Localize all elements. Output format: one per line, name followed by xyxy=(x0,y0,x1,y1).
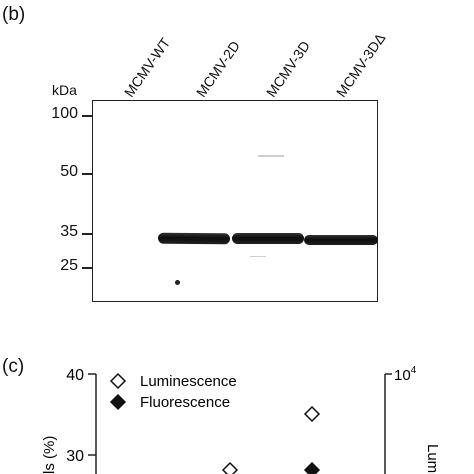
legend-fluorescence-label: Fluorescence xyxy=(140,394,230,411)
marker-100: 100 xyxy=(51,105,78,122)
blot-speck xyxy=(175,280,180,285)
luminescence-point xyxy=(303,405,321,423)
faint-band-artifact xyxy=(258,155,284,157)
right-tick-base: 10 xyxy=(394,367,411,384)
marker-tick-35 xyxy=(82,233,94,235)
western-blot-membrane xyxy=(92,100,378,302)
band-mcmv-2d xyxy=(157,232,231,245)
marker-tick-100 xyxy=(82,115,94,117)
lane-label-3ddelta: MCMV-3DΔ xyxy=(332,30,389,100)
band-mcmv-3d xyxy=(232,233,304,244)
panel-b-label: (b) xyxy=(2,4,26,25)
fluorescence-point xyxy=(303,461,321,474)
lane-label-wt: MCMV-WT xyxy=(120,34,174,101)
legend-luminescence-label: Luminescence xyxy=(140,373,237,390)
faint-band-artifact-2 xyxy=(250,256,266,257)
marker-tick-25 xyxy=(82,267,94,269)
marker-50: 50 xyxy=(60,163,78,180)
left-tick-label-40: 40 xyxy=(66,367,84,384)
lane-label-3d: MCMV-3D xyxy=(262,37,314,100)
marker-35: 35 xyxy=(60,223,78,240)
right-tick-exponent: 4 xyxy=(411,365,417,376)
lane-label-2d: MCMV-2D xyxy=(192,37,244,100)
marker-tick-50 xyxy=(82,173,94,175)
band-mcmv-3ddelta xyxy=(304,235,378,245)
right-y-axis-label: Lum xyxy=(424,444,441,473)
legend-filled-diamond-icon xyxy=(109,393,127,411)
kda-unit-label: kDa xyxy=(52,82,77,98)
left-tick-label-30: 30 xyxy=(66,448,84,465)
right-tick-label: 104 xyxy=(394,365,417,384)
marker-25: 25 xyxy=(60,257,78,274)
panel-c-label: (c) xyxy=(2,356,25,377)
luminescence-point xyxy=(221,461,239,474)
legend-open-diamond-icon xyxy=(109,372,127,390)
left-y-axis-label: ls (%) xyxy=(41,436,58,474)
